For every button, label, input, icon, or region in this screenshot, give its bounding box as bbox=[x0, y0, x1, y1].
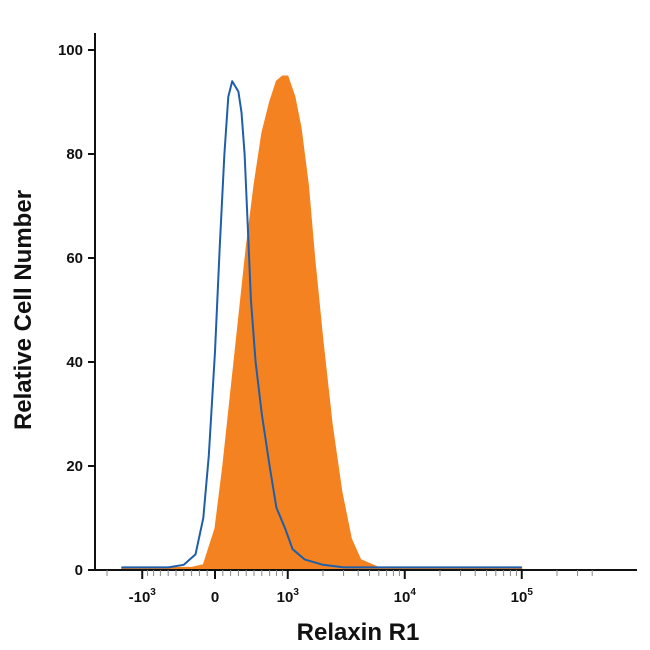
y-tick-label: 20 bbox=[66, 458, 83, 475]
x-tick-label: 104 bbox=[394, 587, 417, 606]
outline-histogram bbox=[121, 80, 522, 569]
y-tick-label: 80 bbox=[66, 146, 83, 163]
x-tick-label: 0 bbox=[211, 589, 219, 606]
series-layer bbox=[121, 75, 523, 571]
x-axis-title: Relaxin R1 bbox=[297, 619, 420, 646]
filled-histogram bbox=[121, 75, 523, 571]
y-tick-label: 40 bbox=[66, 354, 83, 371]
y-tick-label: 100 bbox=[58, 42, 83, 59]
x-tick-label: -103 bbox=[129, 587, 157, 606]
y-axis: 0 20 40 60 80 100 bbox=[58, 42, 95, 579]
x-tick-label: 103 bbox=[277, 587, 300, 606]
x-axis: -103 0 103 104 105 bbox=[106, 570, 593, 606]
x-tick-label: 105 bbox=[511, 587, 534, 606]
y-tick-label: 0 bbox=[75, 562, 83, 579]
y-tick-label: 60 bbox=[66, 250, 83, 267]
y-axis-title: Relative Cell Number bbox=[10, 190, 37, 430]
